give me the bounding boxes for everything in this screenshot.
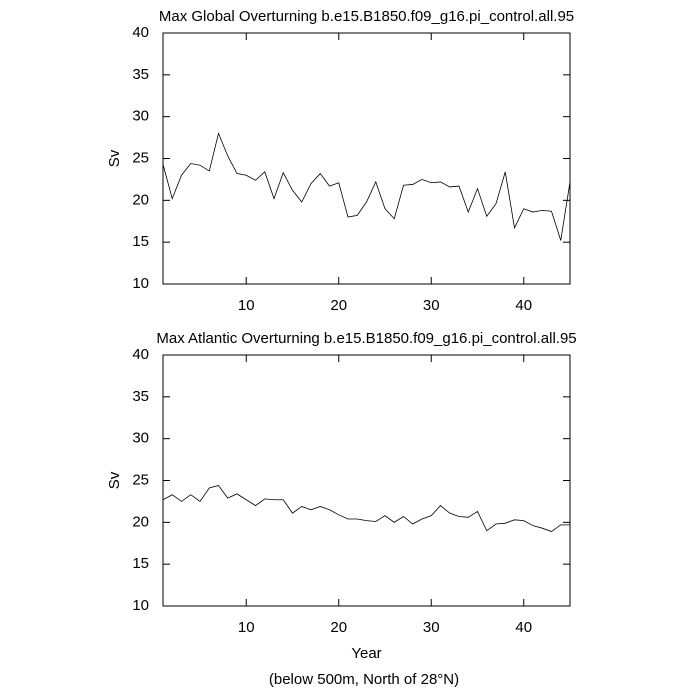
footnote: (below 500m, North of 28°N)	[269, 671, 459, 688]
y-axis-label: Sv	[106, 149, 123, 167]
y-tick-label: 30	[132, 108, 149, 125]
chart-title: Max Atlantic Overturning b.e15.B1850.f09…	[156, 330, 576, 347]
x-tick-label: 20	[330, 297, 347, 314]
y-tick-label: 15	[132, 233, 149, 250]
y-tick-label: 25	[132, 149, 149, 166]
plot-frame	[162, 354, 571, 607]
data-line	[162, 485, 570, 532]
x-tick-label: 30	[423, 297, 440, 314]
x-tick-label: 40	[515, 619, 532, 636]
chart-title: Max Global Overturning b.e15.B1850.f09_g…	[159, 8, 574, 25]
x-tick-label: 40	[515, 297, 532, 314]
y-tick-label: 30	[132, 430, 149, 447]
x-tick-label: 10	[238, 297, 255, 314]
y-tick-label: 20	[132, 513, 149, 530]
plot-frame	[162, 32, 571, 285]
data-line	[162, 132, 571, 241]
y-tick-label: 10	[132, 275, 149, 292]
y-tick-label: 25	[132, 471, 149, 488]
y-tick-label: 15	[132, 555, 149, 572]
y-tick-label: 35	[132, 388, 149, 405]
y-tick-label: 35	[132, 66, 149, 83]
x-axis-label: Year	[351, 645, 381, 662]
y-tick-label: 20	[132, 191, 149, 208]
x-tick-label: 10	[238, 619, 255, 636]
y-tick-label: 40	[132, 24, 149, 41]
x-tick-label: 30	[423, 619, 440, 636]
x-tick-label: 20	[330, 619, 347, 636]
y-tick-label: 40	[132, 346, 149, 363]
y-tick-label: 10	[132, 597, 149, 614]
y-axis-label: Sv	[106, 471, 123, 489]
